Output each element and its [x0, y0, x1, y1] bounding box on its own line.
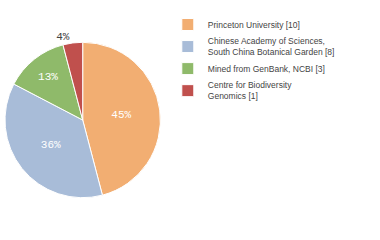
svg-text:Chinese Academy of Sciences,So: Chinese Academy of Sciences,South China … [208, 36, 335, 57]
svg-text:45%: 45% [111, 109, 131, 121]
svg-text:Princeton University [10]: Princeton University [10] [208, 20, 300, 30]
svg-text:36%: 36% [41, 139, 61, 151]
svg-text:Mined from GenBank, NCBI [3]: Mined from GenBank, NCBI [3] [208, 64, 325, 74]
svg-text:Centre for BiodiversityGenomic: Centre for BiodiversityGenomics [1] [208, 80, 292, 101]
svg-text:13%: 13% [38, 71, 58, 83]
svg-text:4%: 4% [56, 31, 70, 43]
